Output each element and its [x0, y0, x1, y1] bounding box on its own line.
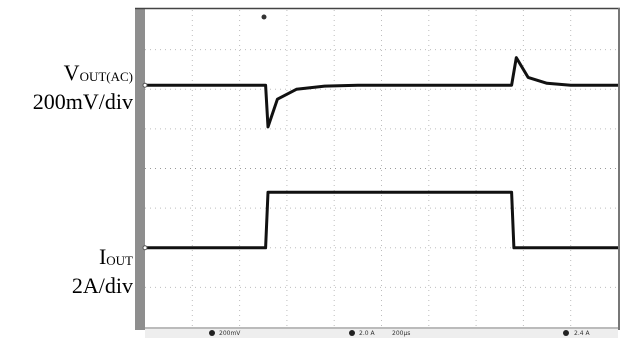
iout-trace: [145, 190, 618, 250]
ch1-indicator-icon: [209, 330, 215, 336]
ch2-indicator-icon: [349, 330, 355, 336]
status-bar-background: [145, 327, 618, 338]
iout-name: IOUT: [98, 244, 133, 269]
left-edge-bar: [135, 8, 145, 330]
scope-background: [135, 8, 620, 330]
status-ch1: 200mV: [219, 330, 241, 337]
trigger-position-marker: [261, 14, 267, 20]
status-ch2: 2.0 A: [359, 330, 375, 337]
iout-scale: 2A/div: [71, 273, 133, 298]
status-trigger: 2.4 A: [574, 330, 590, 337]
vout-trace: [145, 56, 618, 129]
status-bar: 200mV 2.0 A 200µs 2.4 A: [145, 327, 618, 338]
vout-label: VOUT(AC) 200mV/div: [33, 60, 133, 115]
iout-ground-marker: [142, 245, 148, 251]
iout-label: IOUT 2A/div: [72, 244, 133, 299]
trigger-indicator-icon: [563, 330, 569, 336]
vout-ground-marker: [142, 82, 148, 88]
vout-scale: 200mV/div: [32, 89, 133, 114]
right-border: [618, 8, 620, 330]
status-timebase: 200µs: [392, 330, 410, 337]
waveform-traces: [142, 56, 618, 251]
vout-name: VOUT(AC): [63, 60, 133, 85]
